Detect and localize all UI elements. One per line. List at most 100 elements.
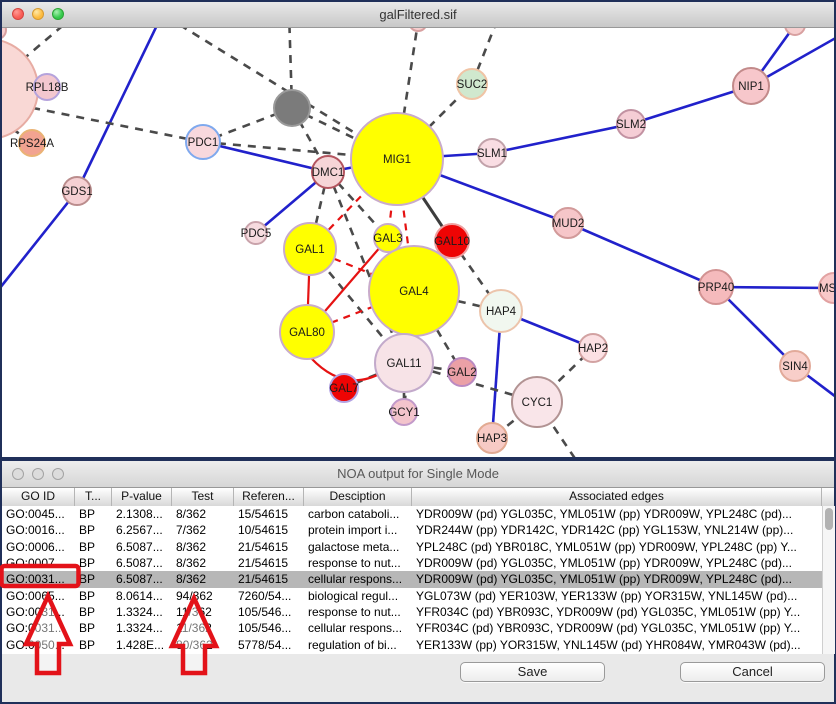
node-unlabeled[interactable] [784,28,806,36]
node-RPL18B[interactable] [33,73,61,101]
node-unlabeled[interactable] [2,28,7,39]
edge-d[interactable] [202,140,398,161]
results-table-header[interactable]: GO ID T... P-value Test Referen... Desciption… [2,488,834,507]
node-GAL10[interactable] [434,223,470,259]
table-cell: 8.0614... [116,588,163,603]
scrollbar-thumb[interactable] [824,508,833,530]
edge-b[interactable] [715,285,834,290]
table-cell: BP [79,588,96,603]
table-row[interactable]: GO:0050... BP 1.428E... 80/362 5778/54... reg… [2,636,822,654]
node-HAP4[interactable] [479,289,523,333]
node-NIP1[interactable] [732,67,770,105]
network-window-titlebar[interactable]: galFiltered.sif [2,2,834,28]
column-header-pvalue[interactable]: P-value [112,488,172,506]
table-cell: 8/362 [176,507,207,521]
column-header-associatededges[interactable]: Associated edges [412,488,822,506]
table-row[interactable]: GO:0016... BP 6.2567... 7/362 10/54615 protei… [2,522,822,539]
noa-window-titlebar[interactable]: NOA output for Single Mode [2,461,834,488]
table-cell: YDR009W (pd) YGL035C, YML051W (pp) YDR00… [416,572,792,587]
node-MSL1[interactable] [818,272,834,304]
close-button[interactable] [12,8,24,20]
column-header-desciption[interactable]: Desciption [304,488,412,506]
node-SLM1[interactable] [477,138,507,168]
cancel-button[interactable]: Cancel [680,662,825,682]
table-cell: GO:0031... [6,605,65,620]
table-cell: BP [79,605,96,620]
column-header-test[interactable]: Test [172,488,234,506]
node-GCY1[interactable] [390,398,418,426]
network-window: galFiltered.sif RPL18B RPS24A GDS1 PDC1 DMC1… [0,0,836,459]
table-cell: GO:0031... [6,621,65,636]
table-row[interactable]: GO:0065... BP 8.0614... 94/362 7260/54... bio… [2,587,822,605]
edge-b[interactable] [202,140,329,174]
table-cell: 8/362 [176,539,207,554]
save-button[interactable]: Save [460,662,605,682]
noa-window-title: NOA output for Single Mode [337,466,499,481]
table-row[interactable]: GO:0031... BP 1.3324... 11/362 105/546... cel… [2,620,822,637]
edge-b[interactable] [2,190,79,303]
node-unlabeled[interactable] [273,89,311,127]
table-row[interactable]: GO:0006... BP 6.5087... 8/362 21/54615 galact… [2,538,822,556]
column-header-referen[interactable]: Referen... [234,488,304,506]
node-label: MUD2 [552,218,585,230]
edge-b[interactable] [491,122,632,155]
node-GAL2[interactable] [447,357,477,387]
node-GAL7[interactable] [329,373,359,403]
column-header-t[interactable]: T... [75,488,112,506]
node-label: HAP3 [477,433,507,445]
node-DMC1[interactable] [311,155,345,189]
node-PDC5[interactable] [244,221,268,245]
node-label: RPS24A [10,138,54,150]
node-label: GAL7 [329,383,358,395]
node-label: DMC1 [312,167,345,179]
zoom-button[interactable] [52,8,64,20]
edge-b[interactable] [75,28,160,192]
node-GDS1[interactable] [62,176,92,206]
vertical-scrollbar[interactable] [822,506,835,654]
node-CYC1[interactable] [511,376,563,428]
table-row[interactable]: GO:0031... BP 6.5087... 8/362 21/54615 cellul… [2,571,822,588]
table-cell: cellular respons... [308,621,403,636]
edge-b[interactable] [567,221,717,289]
node-GAL3[interactable] [373,223,403,253]
node-MIG1[interactable] [350,112,444,206]
table-cell: 10/54615 [238,523,289,538]
close-button-inactive[interactable] [12,468,24,480]
zoom-button-inactive[interactable] [52,468,64,480]
node-SUC2[interactable] [456,68,488,100]
table-row[interactable]: GO:0031... BP 1.3324... 11/362 105/546... res… [2,604,822,621]
network-canvas[interactable]: RPL18B RPS24A GDS1 PDC1 DMC1 MIG1 PDC5 GAL1 GAL3… [2,28,834,457]
node-label: HAP4 [486,306,517,318]
table-cell: YFR034C (pd) YBR093C, YDR009W (pd) YGL03… [416,621,801,636]
column-header-goid[interactable]: GO ID [2,488,75,506]
minimize-button-inactive[interactable] [32,468,44,480]
node-GAL11[interactable] [374,333,434,393]
node-RPS24A[interactable] [18,129,46,157]
node-GAL80[interactable] [279,304,335,360]
node-GAL1[interactable] [283,222,337,276]
table-cell: 21/54615 [238,572,289,587]
table-cell: 6.5087... [116,539,163,554]
node-unlabeled[interactable] [409,28,427,32]
edge-b[interactable] [630,84,752,126]
node-HAP2[interactable] [578,333,608,363]
table-cell: BP [79,507,96,521]
node-HAP3[interactable] [476,422,508,454]
table-row[interactable]: GO:0045... BP 2.1308... 8/362 15/54615 carbon… [2,506,822,523]
node-label: GAL4 [399,286,429,298]
table-row[interactable]: GO:0007... BP 6.5087... 8/362 21/54615 respon… [2,555,822,572]
node-SLM2[interactable] [616,109,646,139]
minimize-button[interactable] [32,8,44,20]
noa-output-window: NOA output for Single Mode GO ID T... P-va… [0,459,836,704]
edge-d[interactable] [535,401,578,457]
table-cell: GO:0016... [6,523,65,538]
node-SIN4[interactable] [779,350,811,382]
node-MUD2[interactable] [552,207,584,239]
edge-b[interactable] [715,286,796,367]
edge-d[interactable] [326,171,406,364]
node-label: SUC2 [457,79,488,91]
table-cell: 1.3324... [116,621,163,636]
table-cell: 1.428E... [116,637,165,652]
node-PDC1[interactable] [185,124,221,160]
node-PRP40[interactable] [698,269,734,305]
